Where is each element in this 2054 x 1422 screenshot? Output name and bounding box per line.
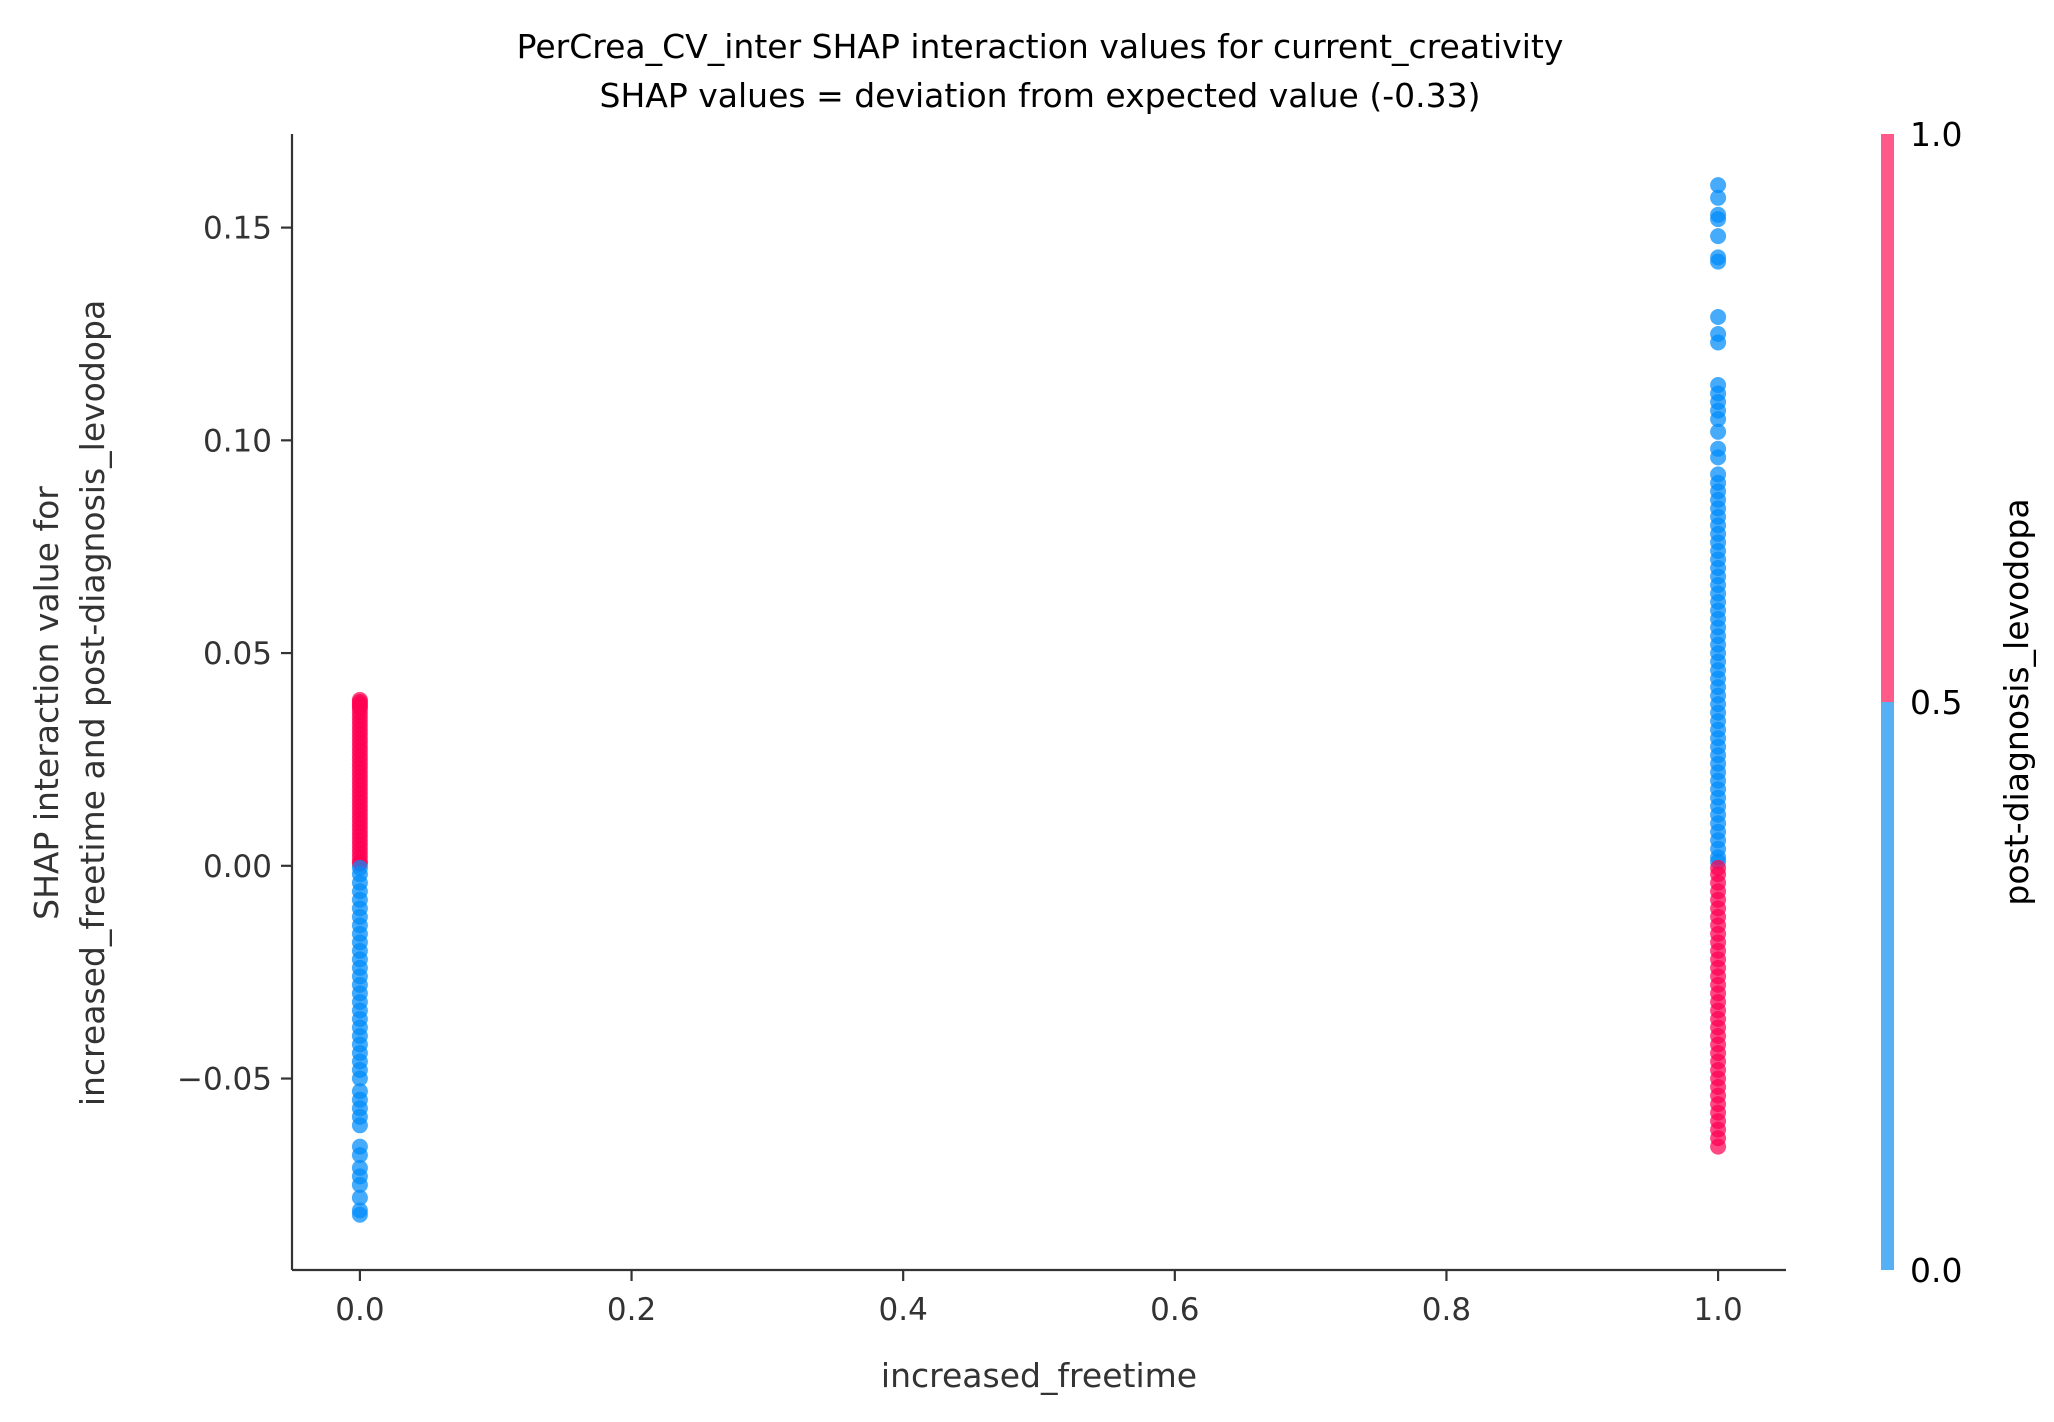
y-tick-label: 0.05 xyxy=(203,636,272,672)
x-axis-title: increased_freetime xyxy=(881,1356,1197,1395)
colorbar-tick-label: 1.0 xyxy=(1910,115,1962,154)
data-point xyxy=(1710,449,1727,466)
x-tick-label: 0.8 xyxy=(1422,1292,1471,1328)
data-point xyxy=(1710,309,1727,325)
data-point xyxy=(351,1117,368,1134)
data-point xyxy=(1710,228,1727,245)
data-point xyxy=(351,1070,368,1087)
data-point xyxy=(1710,334,1727,351)
y-tick-label: 0.15 xyxy=(203,211,272,247)
y-axis-title-line1: SHAP interaction value for xyxy=(27,486,66,920)
colorbar-title: post-diagnosis_levodopa xyxy=(1997,498,2036,905)
x-tick-label: 0.0 xyxy=(335,1292,384,1328)
y-axis-ticks: −0.05 0.00 0.05 0.10 0.15 xyxy=(177,211,292,1098)
y-tick-label: 0.10 xyxy=(203,423,272,459)
data-point xyxy=(1710,253,1727,270)
x-tick-label: 0.6 xyxy=(1150,1292,1199,1328)
colorbar-tick-label: 0.5 xyxy=(1910,683,1962,722)
x-axis-ticks: 0.0 0.2 0.4 0.6 0.8 1.0 xyxy=(335,1270,1743,1328)
chart-title-line1: PerCrea_CV_inter SHAP interaction values… xyxy=(517,27,1564,66)
x-tick-label: 1.0 xyxy=(1693,1292,1742,1328)
colorbar-ticks: 0.0 0.5 1.0 xyxy=(1910,115,1962,1290)
data-point xyxy=(351,1147,368,1164)
data-point xyxy=(1710,411,1727,428)
chart-title-line2: SHAP values = deviation from expected va… xyxy=(600,76,1481,115)
data-point xyxy=(1710,211,1727,228)
data-point xyxy=(1710,189,1727,206)
data-point xyxy=(351,1176,368,1193)
data-point xyxy=(1710,1138,1727,1155)
data-point xyxy=(1710,423,1727,440)
x-tick-label: 0.4 xyxy=(879,1292,928,1328)
x-tick-label: 0.2 xyxy=(607,1292,656,1328)
data-point xyxy=(1710,177,1727,194)
y-tick-label: −0.05 xyxy=(177,1062,272,1098)
y-axis-title-line2: increased_freetime and post-diagnosis_le… xyxy=(73,300,112,1106)
y-tick-label: 0.00 xyxy=(203,849,272,885)
colorbar-tick-label: 0.0 xyxy=(1910,1251,1962,1290)
data-point xyxy=(351,1189,368,1206)
data-point xyxy=(351,1206,368,1223)
colorbar xyxy=(1881,134,1894,1270)
data-points xyxy=(351,177,1727,1223)
